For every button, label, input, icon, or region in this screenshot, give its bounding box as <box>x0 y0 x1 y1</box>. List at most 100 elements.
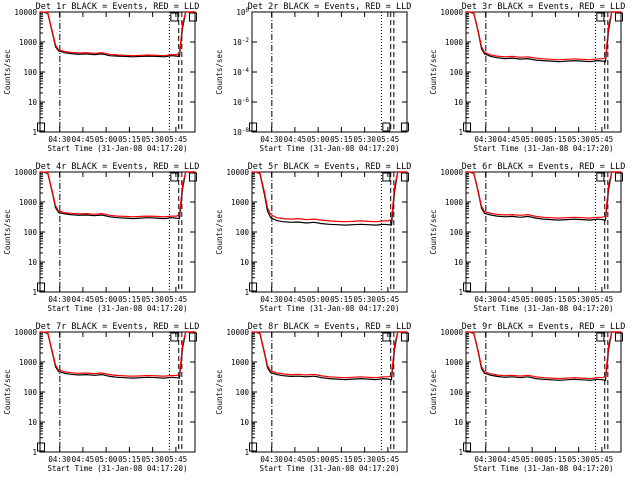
y-tick-label: 100 <box>236 7 249 17</box>
x-tick-label: 04:30 <box>48 295 71 304</box>
chart-panel-6: Det 6r BLACK = Events, RED = LLD 1 10 100 10… <box>429 162 625 313</box>
y-tick-label: 100 <box>235 388 249 397</box>
y-tick-label: 1 <box>244 448 249 457</box>
x-tick-label: 05:15 <box>118 135 141 144</box>
x-tick-label: 04:30 <box>48 455 71 464</box>
y-tick-label: 1000 <box>231 198 250 207</box>
x-tick-label: 05:15 <box>330 455 353 464</box>
x-tick-label: 05:00 <box>521 135 544 144</box>
attenuator-marker <box>382 332 391 342</box>
series-lld <box>466 11 621 61</box>
y-tick-label: 1000 <box>445 358 464 367</box>
y-tick-label: 1000 <box>231 358 250 367</box>
x-tick-label: 05:45 <box>591 295 614 304</box>
x-tick-label: 05:30 <box>567 135 590 144</box>
y-tick-label: 1 <box>458 288 463 297</box>
y-tick-label: 1 <box>458 448 463 457</box>
y-tick-label: 10000 <box>226 328 249 337</box>
y-axis-label: Counts/sec <box>215 49 224 94</box>
x-tick-label: 04:30 <box>260 295 283 304</box>
x-tick-label: 04:30 <box>474 455 497 464</box>
x-tick-label: 05:45 <box>591 135 614 144</box>
x-tick-label: 05:15 <box>330 135 353 144</box>
plot-frame <box>251 171 408 293</box>
y-tick-label: 100 <box>449 228 463 237</box>
y-tick-label: 10000 <box>440 8 463 17</box>
plot-frame <box>39 171 196 293</box>
attenuator-marker <box>596 332 605 342</box>
chart-panel-4: Det 4r BLACK = Events, RED = LLD 1 10 100 10… <box>3 162 199 313</box>
x-tick-label: 05:30 <box>353 135 376 144</box>
attenuator-marker <box>614 332 623 342</box>
x-tick-label: 05:00 <box>521 295 544 304</box>
y-tick-label: 100 <box>23 388 37 397</box>
y-tick-label: 100 <box>449 68 463 77</box>
x-tick-label: 05:00 <box>95 295 118 304</box>
y-axis-label: Counts/sec <box>429 209 438 254</box>
y-tick-label: 100 <box>235 228 249 237</box>
x-tick-label: 05:00 <box>307 295 330 304</box>
y-tick-label: 10 <box>454 418 464 427</box>
attenuator-marker <box>188 12 197 22</box>
series-lld <box>252 171 407 223</box>
plot-frame <box>39 331 196 453</box>
x-tick-label: 05:30 <box>141 455 164 464</box>
attenuator-marker <box>188 332 197 342</box>
x-tick-label: 04:45 <box>284 455 307 464</box>
x-tick-label: 04:45 <box>72 295 95 304</box>
x-tick-label: 05:30 <box>567 295 590 304</box>
attenuator-marker <box>382 122 391 132</box>
x-tick-label: 05:15 <box>544 455 567 464</box>
y-axis-label: Counts/sec <box>3 369 12 414</box>
y-tick-label: 1000 <box>19 38 38 47</box>
attenuator-marker <box>596 172 605 182</box>
y-tick-label: 10000 <box>440 328 463 337</box>
attenuator-marker <box>249 282 258 292</box>
y-axis-label: Counts/sec <box>215 209 224 254</box>
y-tick-label: 10 <box>240 418 250 427</box>
y-tick-label: 1000 <box>19 198 38 207</box>
x-axis-label: Start Time (31-Jan-08 04:17:20) <box>474 144 614 153</box>
y-tick-label: 100 <box>449 388 463 397</box>
y-tick-label: 10 <box>454 98 464 107</box>
y-tick-label: 10000 <box>14 328 37 337</box>
y-tick-label: 100 <box>23 228 37 237</box>
y-tick-label: 10-6 <box>233 97 250 107</box>
attenuator-marker <box>170 12 179 22</box>
attenuator-marker <box>400 122 409 132</box>
y-tick-label: 10 <box>240 258 250 267</box>
attenuator-marker <box>596 12 605 22</box>
attenuator-marker <box>170 332 179 342</box>
y-tick-label: 100 <box>23 68 37 77</box>
attenuator-marker <box>463 122 472 132</box>
x-tick-label: 05:45 <box>591 455 614 464</box>
x-tick-label: 05:30 <box>141 295 164 304</box>
x-tick-label: 04:45 <box>498 135 521 144</box>
attenuator-marker <box>37 122 46 132</box>
chart-title: Det 6r BLACK = Events, RED = LLD <box>462 162 626 172</box>
x-tick-label: 04:30 <box>260 455 283 464</box>
y-tick-label: 1 <box>32 448 37 457</box>
x-tick-label: 04:45 <box>72 135 95 144</box>
plot-frame <box>251 331 408 453</box>
chart-title: Det 3r BLACK = Events, RED = LLD <box>462 2 626 12</box>
series-events <box>40 171 195 220</box>
x-tick-label: 04:45 <box>498 455 521 464</box>
x-tick-label: 05:00 <box>95 455 118 464</box>
chart-title: Det 4r BLACK = Events, RED = LLD <box>36 162 200 172</box>
chart-title: Det 5r BLACK = Events, RED = LLD <box>248 162 412 172</box>
x-tick-label: 05:15 <box>544 135 567 144</box>
chart-title: Det 2r BLACK = Events, RED = LLD <box>248 2 412 12</box>
series-events <box>40 11 195 58</box>
attenuator-marker <box>188 172 197 182</box>
y-tick-label: 1 <box>244 288 249 297</box>
x-tick-label: 05:45 <box>377 455 400 464</box>
x-tick-label: 04:45 <box>72 455 95 464</box>
chart-panel-9: Det 9r BLACK = Events, RED = LLD 1 10 100 10… <box>429 322 625 473</box>
x-tick-label: 04:30 <box>474 295 497 304</box>
y-tick-label: 1 <box>32 128 37 137</box>
x-tick-label: 05:45 <box>165 295 188 304</box>
chart-panel-5: Det 5r BLACK = Events, RED = LLD 1 10 100 10… <box>215 162 411 313</box>
x-tick-label: 05:00 <box>95 135 118 144</box>
